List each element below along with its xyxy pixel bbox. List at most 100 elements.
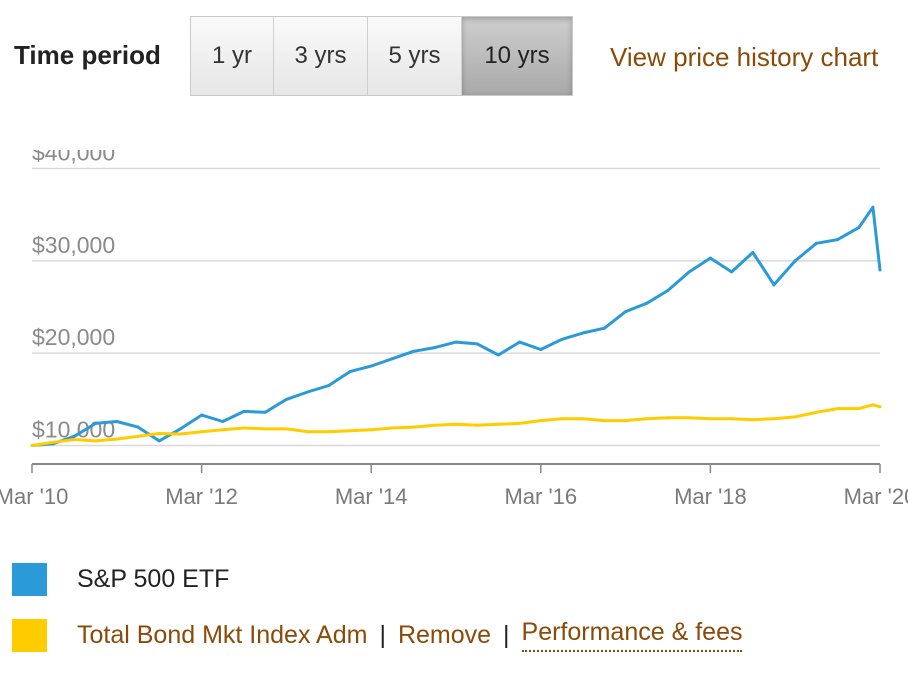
period-1yr-button[interactable]: 1 yr: [191, 17, 274, 95]
bond-data-point: [51, 440, 55, 444]
bond-data-point: [518, 421, 522, 425]
bond-data-point: [94, 439, 98, 443]
sp500-data-point: [284, 397, 288, 401]
performance-fees-link[interactable]: Performance & fees: [521, 618, 743, 652]
sp500-data-point: [327, 384, 331, 387]
bond-swatch: [12, 618, 47, 652]
x-tick-label: Mar '16: [504, 484, 577, 509]
sp500-data-point: [857, 226, 861, 230]
y-tick-label: $20,000: [32, 324, 115, 350]
sp500-data-point: [200, 413, 204, 417]
bond-data-point: [284, 427, 288, 431]
bond-data-point: [836, 407, 840, 411]
bond-data-point: [412, 425, 416, 429]
bond-data-point: [687, 416, 691, 420]
sp500-swatch: [12, 562, 47, 596]
sp500-data-point: [157, 439, 161, 443]
legend-item-sp500: S&P 500 ETF: [12, 562, 229, 596]
sp500-data-point: [666, 288, 670, 292]
sp500-data-point: [518, 340, 522, 344]
bond-data-point: [708, 417, 712, 421]
separator: |: [379, 620, 386, 649]
separator: |: [503, 620, 510, 649]
sp500-data-point: [730, 270, 734, 274]
sp500-data-point: [708, 256, 712, 260]
bond-data-point: [666, 416, 670, 420]
sp500-series-line: [31, 205, 882, 447]
sp500-data-point: [751, 251, 755, 255]
bond-data-point: [348, 429, 352, 433]
bond-data-point: [136, 434, 140, 438]
bond-data-point: [242, 426, 246, 430]
sp500-data-point: [136, 425, 140, 429]
bond-data-point: [157, 432, 161, 436]
bond-data-point: [560, 417, 564, 421]
bond-fund-link[interactable]: Total Bond Mkt Index Adm: [77, 620, 368, 649]
sp500-data-point: [687, 270, 691, 274]
bond-data-point: [454, 422, 458, 426]
bond-series-line: [31, 403, 881, 447]
x-tick-label: Mar '14: [335, 484, 408, 509]
sp500-data-point: [412, 349, 416, 353]
sp500-data-point: [496, 353, 500, 357]
sp500-legend-label: S&P 500 ETF: [77, 564, 230, 593]
sp500-data-point: [772, 283, 776, 287]
sp500-data-point: [390, 357, 394, 361]
bond-data-point: [369, 428, 373, 432]
time-period-header: Time period 1 yr 3 yrs 5 yrs 10 yrs View…: [0, 0, 908, 110]
bond-data-point: [602, 419, 606, 423]
bond-data-point: [645, 417, 649, 421]
bond-data-point: [581, 417, 585, 421]
x-tick-label: Mar '20: [844, 484, 908, 509]
sp500-data-point: [94, 421, 98, 425]
time-period-label: Time period: [14, 40, 161, 70]
sp500-data-point: [836, 238, 840, 242]
sp500-data-point: [178, 427, 182, 431]
bond-data-point: [433, 423, 437, 427]
bond-data-point: [200, 430, 204, 434]
bond-data-point: [751, 418, 755, 422]
period-3yrs-button[interactable]: 3 yrs: [274, 17, 368, 95]
bond-data-point: [871, 403, 875, 407]
bond-data-point: [306, 430, 310, 434]
sp500-data-point: [602, 326, 606, 330]
sp500-data-point: [306, 390, 310, 394]
bond-data-point: [263, 427, 267, 431]
sp500-data-point: [878, 268, 882, 272]
period-10yrs-button[interactable]: 10 yrs: [462, 17, 572, 95]
sp500-data-point: [454, 340, 458, 344]
bond-data-point: [814, 410, 818, 414]
bond-data-point: [539, 419, 543, 423]
sp500-data-point: [242, 409, 246, 413]
sp500-data-point: [560, 337, 564, 341]
sp500-data-point: [475, 342, 479, 346]
remove-link[interactable]: Remove: [397, 620, 492, 649]
period-selector: 1 yr 3 yrs 5 yrs 10 yrs: [190, 16, 573, 96]
bond-data-point: [475, 423, 479, 427]
bond-data-point: [857, 407, 861, 411]
x-tick-label: Mar '18: [674, 484, 747, 509]
x-tick-label: Mar '10: [0, 484, 68, 509]
bond-data-point: [730, 417, 734, 421]
y-tick-label: $30,000: [32, 232, 115, 258]
sp500-data-point: [72, 434, 76, 438]
sp500-data-point: [433, 346, 437, 350]
sp500-data-point: [871, 205, 875, 209]
sp500-data-point: [369, 364, 373, 368]
sp500-data-point: [348, 370, 352, 374]
sp500-data-point: [539, 347, 543, 351]
bond-data-point: [793, 415, 797, 419]
sp500-data-point: [263, 410, 267, 414]
bond-data-point: [772, 417, 776, 421]
period-5yrs-button[interactable]: 5 yrs: [368, 17, 462, 95]
bond-data-point: [624, 419, 628, 423]
bond-data-point: [178, 432, 182, 436]
bond-data-point: [390, 426, 394, 430]
sp500-data-point: [581, 331, 585, 335]
bond-data-point: [327, 430, 331, 434]
sp500-data-point: [814, 241, 818, 245]
sp500-data-point: [115, 420, 119, 424]
view-price-history-link[interactable]: View price history chart: [610, 42, 879, 72]
bond-data-point: [221, 428, 225, 432]
